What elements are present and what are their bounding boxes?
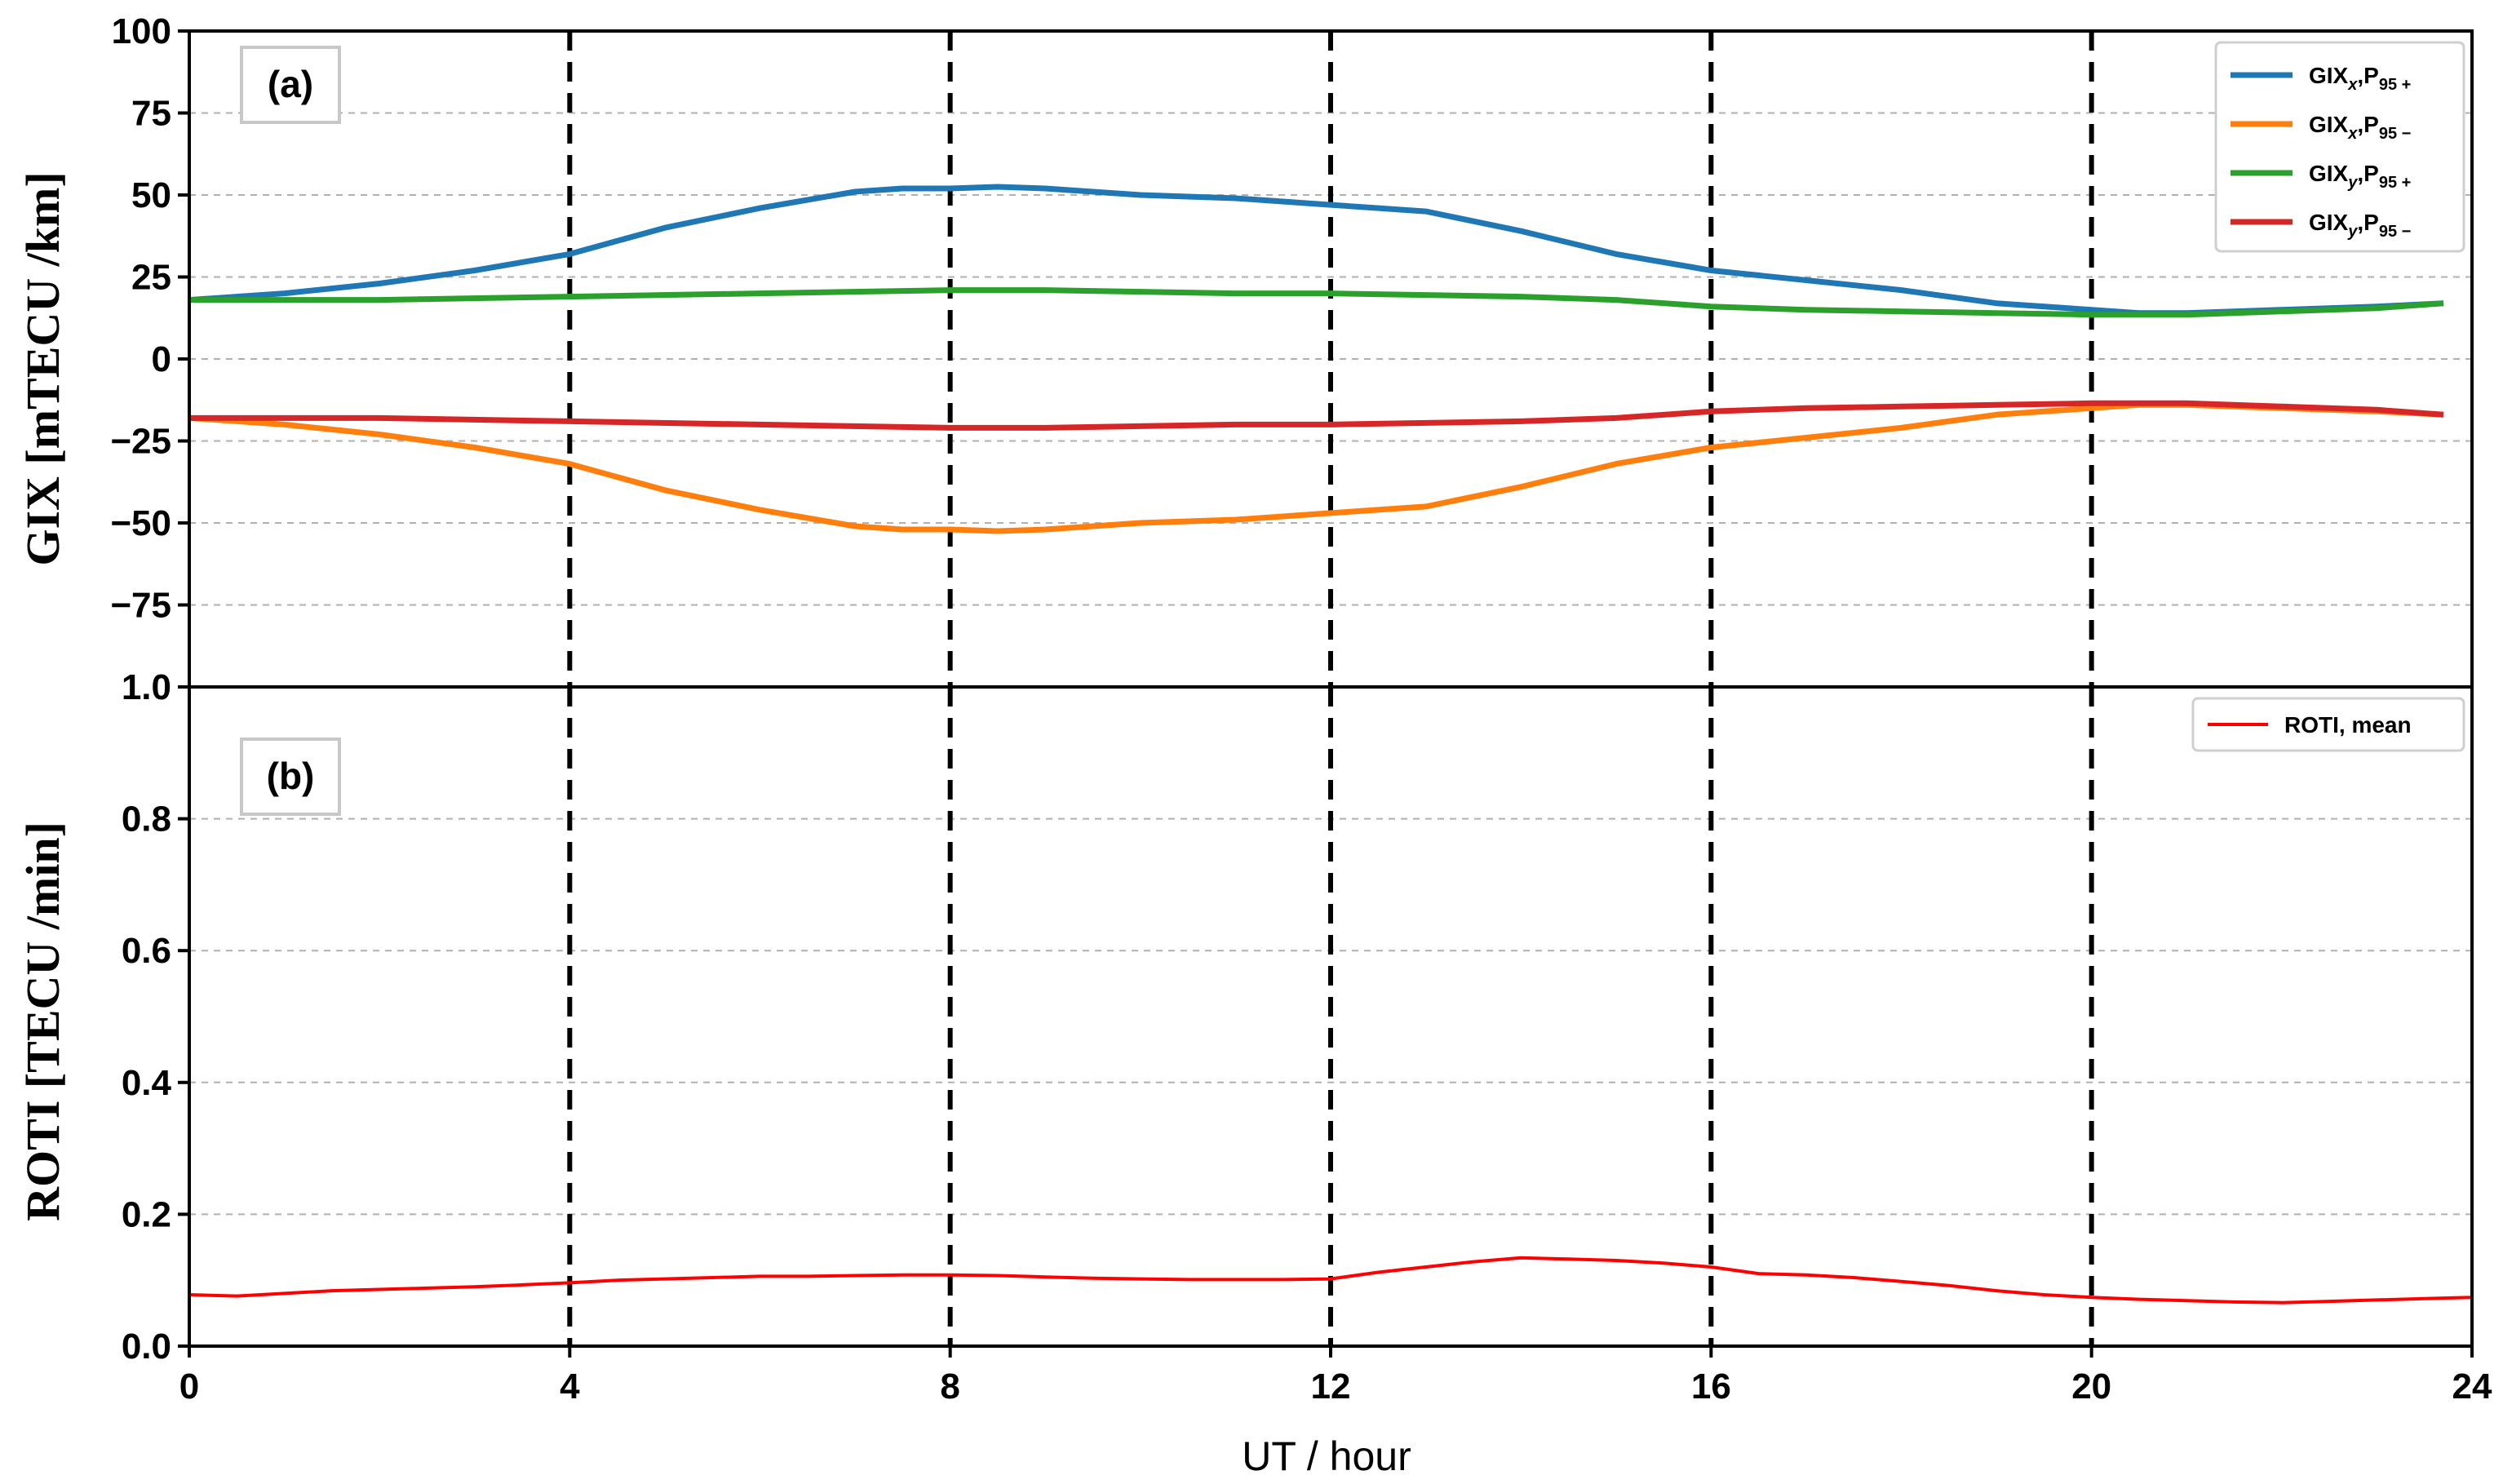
x-tick-label: 8 [940,1367,959,1406]
panel-b: 0.0 0.2 0.4 0.6 0.8 1.0 0 4 8 12 16 20 24 (b) ROTI … [16,667,2492,1479]
legend-box [2214,41,2465,253]
series-line [189,287,2444,318]
x-ticks: 0 4 8 12 16 20 24 [179,1346,2492,1406]
y-tick-label: 0.0 [122,1327,171,1367]
y-tick-label: 50 [131,175,171,215]
x-tick-label: 20 [2071,1367,2111,1406]
legend-label: ROTI, mean [2284,712,2412,738]
series-line [188,184,2444,317]
panel-label: (a) [268,63,313,105]
y-tick-label: 0.6 [122,931,171,971]
y-tick-label: 25 [131,258,171,298]
y-tick-label: 0.8 [122,800,171,839]
x-tick-label: 0 [179,1367,199,1406]
series-line [188,401,2444,534]
y-ticks: −75 −50 −25 0 25 50 75 100 [110,11,189,689]
x-tick-label: 24 [2452,1367,2492,1406]
legend: GIXx,P95 + GIXx,P95 − GIXy,P95 + GIXy,P95 − [2214,41,2465,253]
legend: ROTI, mean [2191,697,2465,752]
legend-label: GIXy,P95 − [2309,210,2411,241]
series-line [189,400,2444,431]
y-ticks: 0.0 0.2 0.4 0.6 0.8 1.0 [122,667,189,1367]
panel-label-box: (b) [240,738,341,816]
legend-label: GIXx,P95 + [2309,63,2411,94]
y-tick-label: −25 [110,422,171,462]
y-tick-label: 0.4 [122,1063,172,1103]
x-tick-label: 16 [1691,1367,1731,1406]
series-group [188,1256,2473,1305]
legend-box [2191,697,2465,752]
y-tick-label: 75 [131,94,171,134]
y-axis-title: ROTI [TECU /min] [16,822,69,1221]
y-tick-label: 0 [152,339,171,379]
panel-label-box: (a) [240,46,341,124]
y-axis-title: GIX [mTECU /km] [16,171,69,565]
series-group [188,184,2444,534]
legend-label: GIXy,P95 + [2309,161,2411,192]
panel-label: (b) [267,755,315,797]
x-tick-label: 4 [560,1367,580,1406]
y-tick-label: 100 [112,11,171,51]
y-tick-label: −50 [110,503,171,543]
vertical-reference-lines [567,687,2094,1346]
vertical-reference-lines [567,31,2094,687]
y-tick-label: 1.0 [122,667,171,707]
y-tick-label: 0.2 [122,1194,171,1234]
series-line [188,1256,2473,1305]
x-axis-title: UT / hour [1242,1433,1411,1479]
y-tick-label: −75 [110,586,171,626]
x-tick-label: 12 [1311,1367,1351,1406]
legend-label: GIXx,P95 − [2309,112,2411,143]
